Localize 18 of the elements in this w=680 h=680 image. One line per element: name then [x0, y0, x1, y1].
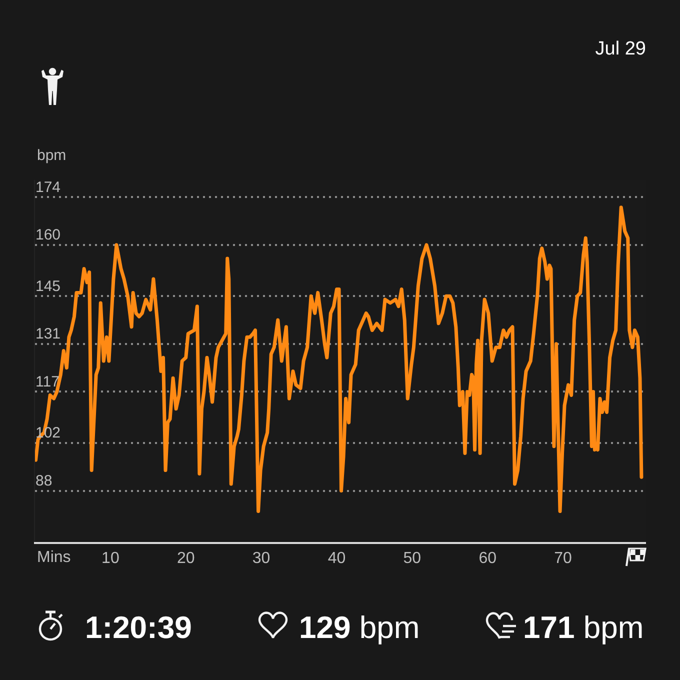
y-tick-label: 131: [36, 326, 61, 343]
y-tick-label: 88: [36, 472, 52, 490]
y-tick-label: 174: [36, 178, 61, 196]
x-tick-label: 70: [554, 550, 572, 567]
text: 1:20:39: [85, 610, 192, 645]
x-tick-label: 60: [478, 550, 497, 567]
x-tick-label: 50: [403, 550, 422, 567]
y-tick-label: 145: [36, 278, 61, 295]
text: 129 bpm: [299, 610, 420, 645]
y-tick-label: 160: [36, 226, 61, 244]
x-tick-label: 30: [252, 550, 270, 567]
text: 171 bpm: [523, 610, 644, 645]
y-axis-title: bpm: [37, 147, 66, 164]
x-tick-label: 20: [176, 550, 195, 567]
x-axis-title: Mins: [37, 549, 71, 566]
x-tick-label: 40: [328, 550, 346, 567]
chart-title: Jul 29: [595, 38, 646, 60]
x-tick-label: 10: [102, 550, 120, 567]
